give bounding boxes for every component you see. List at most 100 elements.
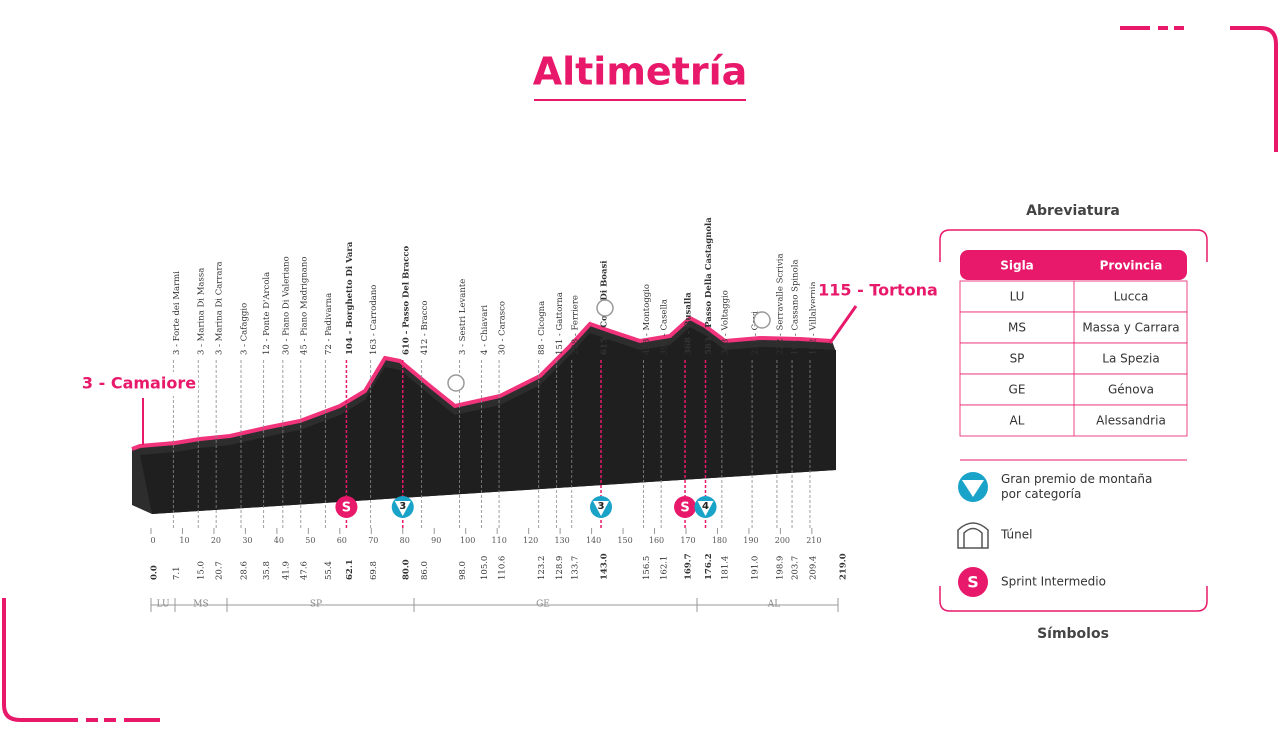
marker-triangle: [394, 501, 411, 516]
scale-label: 50: [305, 536, 315, 545]
climb-marker: 3: [590, 496, 613, 518]
profile-front: [140, 327, 836, 514]
sprint-marker: S: [674, 496, 697, 518]
finish-box: [815, 279, 941, 303]
scale-label: 110: [492, 536, 507, 545]
waypoint-label: 12 - Ponte D'Arcola: [262, 272, 272, 355]
waypoint-label: 163 - Carrodano: [369, 285, 379, 355]
symbol-icon: [958, 567, 988, 597]
distance-label: 28.6: [240, 561, 250, 580]
provinces: LU MS SP GE AL: [156, 600, 780, 610]
distance-label: 176.2: [704, 553, 714, 580]
distance-label: 110.6: [498, 556, 508, 580]
corner-decoration: [1230, 26, 1278, 152]
distance-label: 209.4: [808, 556, 818, 580]
table-cell: LU: [1010, 290, 1025, 304]
distance-label: 69.8: [369, 561, 379, 580]
scale-label: 30: [242, 536, 252, 545]
scale-label: 10: [179, 536, 189, 545]
leader: [828, 305, 858, 344]
waypoint-label: 45 - Piano Madrignano: [299, 257, 309, 355]
distance-label: 169.7: [684, 553, 694, 580]
symbol-label: por categoría: [1001, 487, 1081, 501]
waypoint-label: 104 - Borghetto Di Vara: [345, 241, 355, 355]
waypoint-label: 72 - Padivarna: [324, 293, 334, 355]
waypoint-label: 348 - Voltaggio: [720, 290, 730, 355]
start-label: 3 - Camaiore: [82, 374, 196, 393]
table-cell: La Spezia: [1102, 352, 1159, 366]
distance-label: 133.7: [570, 556, 580, 580]
scale-label: 0: [150, 536, 155, 545]
finish-label: 115 - Tortona: [818, 281, 938, 300]
distance-label: 55.4: [324, 561, 334, 580]
waypoint-label: 30 - Carasco: [498, 301, 508, 355]
province-bar: [150, 598, 839, 612]
distance-label: 143.0: [600, 553, 610, 580]
distance-label: 162.1: [660, 556, 670, 580]
distance-label: 198.9: [775, 556, 785, 580]
distance-label: 62.1: [345, 559, 355, 580]
waypoint-label: 151 - Gattorna: [555, 292, 565, 355]
table-cell: Lucca: [1114, 290, 1149, 304]
table-row: [959, 342, 1188, 375]
symbol-label: Sprint Intermedio: [1001, 575, 1106, 589]
distance-label: 203.7: [791, 556, 801, 580]
distance-label: 0.0: [150, 565, 160, 580]
table-cell: AL: [1010, 414, 1025, 428]
province-label: AL: [767, 600, 780, 610]
distance-label: 35.8: [262, 561, 272, 580]
scale-label: 180: [712, 536, 727, 545]
climb-marker: 3: [391, 496, 414, 518]
symbol-icon-text: S: [967, 573, 979, 592]
table-header-cell: Provincia: [1100, 259, 1163, 273]
panel-title: Símbolos: [1037, 626, 1109, 642]
symbol-icon: [962, 480, 984, 497]
waypoint-label: 3 - Sestri Levante: [458, 279, 468, 355]
marker-label: S: [680, 501, 689, 516]
table-row: [959, 311, 1188, 344]
distance-label: 105.0: [480, 556, 490, 580]
distance-label: 181.4: [720, 556, 730, 580]
province-label: GE: [536, 600, 550, 610]
table-header: [960, 250, 1187, 280]
waypoint-label: 3 - Cafaggio: [240, 303, 250, 355]
sprint-marker: S: [335, 496, 358, 518]
table-cell: Alessandria: [1096, 414, 1166, 428]
corner-decoration: [1, 598, 160, 722]
tunnel-icons: [447, 299, 771, 392]
marker-triangle: [593, 501, 610, 516]
table-row: [959, 404, 1188, 437]
scale-label: 120: [523, 536, 538, 545]
waypoint-label: 88 - Cicogna: [537, 301, 547, 355]
table-row: [959, 373, 1188, 406]
table-header-cell: Sigla: [1000, 259, 1034, 273]
waypoint-label: 399 - Casella: [660, 299, 670, 355]
table-cell: SP: [1010, 352, 1025, 366]
distance-label: 123.2: [537, 556, 547, 580]
distance-label: 20.7: [215, 561, 225, 580]
waypoint-label: 368 - Busalla: [684, 292, 694, 355]
start-box: [80, 372, 198, 396]
scale-label: 40: [274, 536, 284, 545]
distance-label: 41.9: [281, 561, 291, 580]
distance-label: 219.0: [839, 553, 849, 580]
table: Sigla Provincia LU Lucca MS Massa y Carrara SP…: [959, 259, 1188, 437]
scale-label: 80: [400, 536, 410, 545]
scale-label: 200: [775, 536, 790, 545]
panel-frame: [939, 229, 1208, 262]
marker-label: 3: [598, 501, 605, 512]
province-label: LU: [156, 600, 169, 610]
province-label: SP: [310, 600, 322, 610]
waypoint-label: 3 - Marina Di Carrara: [215, 261, 225, 355]
waypoint-label: 162 - Villalvernia: [808, 281, 818, 355]
waypoint-label: 4 - Chiavari: [480, 305, 490, 355]
waypoint-label: 412 - Bracco: [420, 300, 430, 355]
marker-label: 4: [702, 501, 709, 512]
distance-label: 156.5: [642, 556, 652, 580]
scale-label: 190: [743, 536, 758, 545]
distance-label: 98.0: [458, 561, 468, 580]
distance-label: 47.6: [299, 561, 309, 580]
scale-label: 170: [680, 536, 695, 545]
waypoint-label: 231 - Gavi: [751, 311, 761, 355]
